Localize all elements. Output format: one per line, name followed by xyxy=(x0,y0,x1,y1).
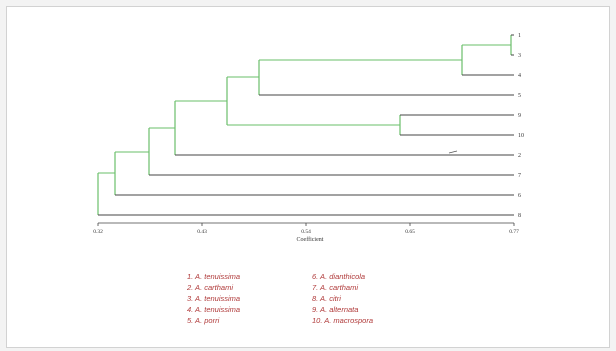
arrow-marker xyxy=(448,150,458,154)
legend-item: 8. A. citri xyxy=(312,294,341,303)
axis-tick-label: 0.65 xyxy=(405,229,415,235)
dendrogram: 1 3 4 5 9 10 2 7 6 8 0.32 0.43 0.54 0.65 0.77 Coeffic… xyxy=(93,33,524,243)
legend-item: 2. A. carthami xyxy=(187,283,233,292)
leaf-label: 7 xyxy=(518,173,521,179)
species-legend: 1. A. tenuissima 2. A. carthami 3. A. te… xyxy=(187,271,487,331)
axis-tick-label: 0.54 xyxy=(301,229,311,235)
legend-item: 9. A. alternata xyxy=(312,305,359,314)
legend-item: 5. A. porri xyxy=(187,316,220,325)
legend-column-left: 1. A. tenuissima 2. A. carthami 3. A. te… xyxy=(187,271,240,326)
legend-item: 10. A. macrospora xyxy=(312,316,373,325)
figure-frame: 1 3 4 5 9 10 2 7 6 8 0.32 0.43 0.54 0.65 0.77 Coeffic… xyxy=(6,6,610,348)
legend-item: 6. A. dianthicola xyxy=(312,272,366,281)
dendrogram-tree xyxy=(97,34,514,216)
legend-item: 4. A. tenuissima xyxy=(187,305,241,314)
x-axis: 0.32 0.43 0.54 0.65 0.77 xyxy=(93,222,519,235)
legend-item: 1. A. tenuissima xyxy=(187,272,241,281)
leaf-label: 6 xyxy=(518,193,521,199)
leaf-label: 8 xyxy=(518,213,521,219)
leaf-label: 10 xyxy=(518,133,524,139)
leaf-label: 1 xyxy=(518,33,521,39)
leaf-label: 5 xyxy=(518,93,521,99)
legend-item: 3. A. tenuissima xyxy=(187,294,241,303)
leaf-label: 2 xyxy=(518,153,521,159)
legend-item: 7. A. carthami xyxy=(312,283,358,292)
axis-tick-label: 0.43 xyxy=(197,229,207,235)
leaf-label: 4 xyxy=(518,73,521,79)
axis-title: Coefficient xyxy=(297,236,324,243)
axis-tick-label: 0.32 xyxy=(93,229,103,235)
legend-column-right: 6. A. dianthicola 7. A. carthami 8. A. c… xyxy=(312,271,373,326)
axis-tick-label: 0.77 xyxy=(509,229,519,235)
leaf-labels: 1 3 4 5 9 10 2 7 6 8 xyxy=(518,33,524,219)
leaf-label: 9 xyxy=(518,113,521,119)
leaf-label: 3 xyxy=(518,53,521,59)
